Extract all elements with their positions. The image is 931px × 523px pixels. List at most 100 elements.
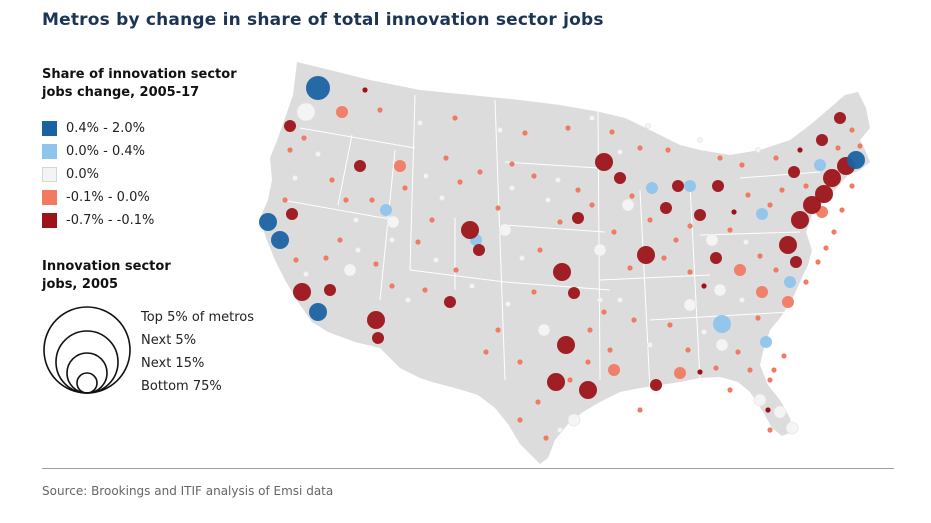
- metro-marker: [803, 196, 821, 214]
- state-border: [504, 224, 606, 233]
- metro-marker: [579, 381, 597, 399]
- metro-marker: [477, 169, 483, 175]
- metro-marker: [745, 192, 751, 198]
- metro-marker: [296, 102, 316, 122]
- metro-marker: [697, 369, 703, 375]
- metro-marker: [637, 246, 655, 264]
- metro-marker: [767, 427, 773, 433]
- metro-marker: [637, 145, 643, 151]
- size-legend-label: Top 5% of metros: [141, 310, 255, 325]
- metro-marker: [362, 87, 368, 93]
- color-legend-title-line2: jobs change, 2005-17: [42, 85, 200, 100]
- legend-swatch: [42, 189, 57, 205]
- metro-marker: [306, 76, 330, 100]
- metro-marker: [587, 327, 593, 333]
- metro-marker: [601, 309, 607, 315]
- metro-marker: [647, 342, 653, 348]
- metro-marker: [286, 208, 298, 220]
- metro-marker: [443, 155, 449, 161]
- metro-marker: [284, 120, 296, 132]
- metro-marker: [292, 175, 298, 181]
- metro-marker: [293, 283, 311, 301]
- metro-marker: [831, 229, 837, 235]
- metro-marker: [386, 215, 400, 229]
- metro-marker: [429, 217, 435, 223]
- metro-marker: [661, 255, 667, 261]
- metro-marker: [717, 155, 723, 161]
- metro-marker: [735, 349, 741, 355]
- legend-label: 0.4% - 2.0%: [66, 120, 146, 136]
- metro-marker: [715, 338, 729, 352]
- metro-marker: [394, 160, 406, 172]
- size-legend-circles: [43, 306, 131, 394]
- size-legend-title: Innovation sector jobs, 2005: [42, 258, 171, 294]
- metro-marker: [815, 259, 821, 265]
- size-legend-title-line2: jobs, 2005: [42, 277, 119, 292]
- metro-marker: [337, 237, 343, 243]
- metro-marker: [597, 297, 603, 303]
- metro-marker: [731, 209, 737, 215]
- metro-marker: [402, 185, 408, 191]
- metro-marker: [788, 166, 800, 178]
- legend-swatch: [42, 166, 57, 182]
- metro-marker: [823, 169, 841, 187]
- metro-marker: [849, 127, 855, 133]
- state-border: [409, 94, 416, 271]
- size-legend-circle-bottom75: [76, 372, 98, 394]
- metro-marker: [415, 239, 421, 245]
- metro-marker: [575, 187, 581, 193]
- metro-marker: [545, 197, 551, 203]
- metro-marker: [572, 212, 584, 224]
- metro-marker: [433, 257, 439, 263]
- metro-marker: [645, 123, 651, 129]
- metro-marker: [660, 202, 672, 214]
- legend-swatch: [42, 120, 57, 136]
- metro-marker: [803, 279, 809, 285]
- metro-marker: [568, 287, 580, 299]
- metro-marker: [701, 329, 707, 335]
- metro-marker: [323, 255, 329, 261]
- metro-marker: [627, 265, 633, 271]
- metro-marker: [259, 213, 277, 231]
- metro-marker: [727, 227, 733, 233]
- metro-marker: [617, 149, 623, 155]
- metro-marker: [779, 236, 797, 254]
- metro-marker: [701, 283, 707, 289]
- metro-marker: [531, 173, 537, 179]
- metro-marker: [336, 106, 348, 118]
- metro-marker: [469, 283, 475, 289]
- metro-marker: [611, 229, 617, 235]
- metro-marker: [557, 336, 575, 354]
- metro-marker: [522, 130, 528, 136]
- color-legend-item: -0.1% - 0.0%: [42, 189, 150, 205]
- metro-marker: [473, 244, 485, 256]
- metro-marker: [495, 205, 501, 211]
- page-title: Metros by change in share of total innov…: [42, 10, 604, 30]
- metro-marker: [309, 303, 327, 321]
- metro-marker: [687, 223, 693, 229]
- metro-marker: [380, 204, 392, 216]
- metro-marker: [834, 112, 846, 124]
- metro-marker: [509, 161, 515, 167]
- state-border: [409, 269, 506, 283]
- metro-marker: [674, 367, 686, 379]
- metro-marker: [739, 297, 745, 303]
- size-legend-label: Next 15%: [141, 356, 205, 371]
- metro-marker: [739, 162, 745, 168]
- color-legend-item: 0.0% - 0.4%: [42, 143, 145, 159]
- metro-marker: [567, 377, 573, 383]
- metro-marker: [301, 135, 307, 141]
- metro-marker: [760, 336, 772, 348]
- divider: [42, 468, 894, 469]
- legend-label: -0.7% - -0.1%: [66, 212, 155, 228]
- metro-marker: [647, 217, 653, 223]
- metro-marker: [665, 147, 671, 153]
- metro-marker: [343, 197, 349, 203]
- metro-marker: [803, 183, 809, 189]
- metro-marker: [672, 180, 684, 192]
- metro-marker: [553, 263, 571, 281]
- size-legend-title-line1: Innovation sector: [42, 259, 171, 274]
- metro-marker: [757, 253, 763, 259]
- metro-marker: [713, 315, 731, 333]
